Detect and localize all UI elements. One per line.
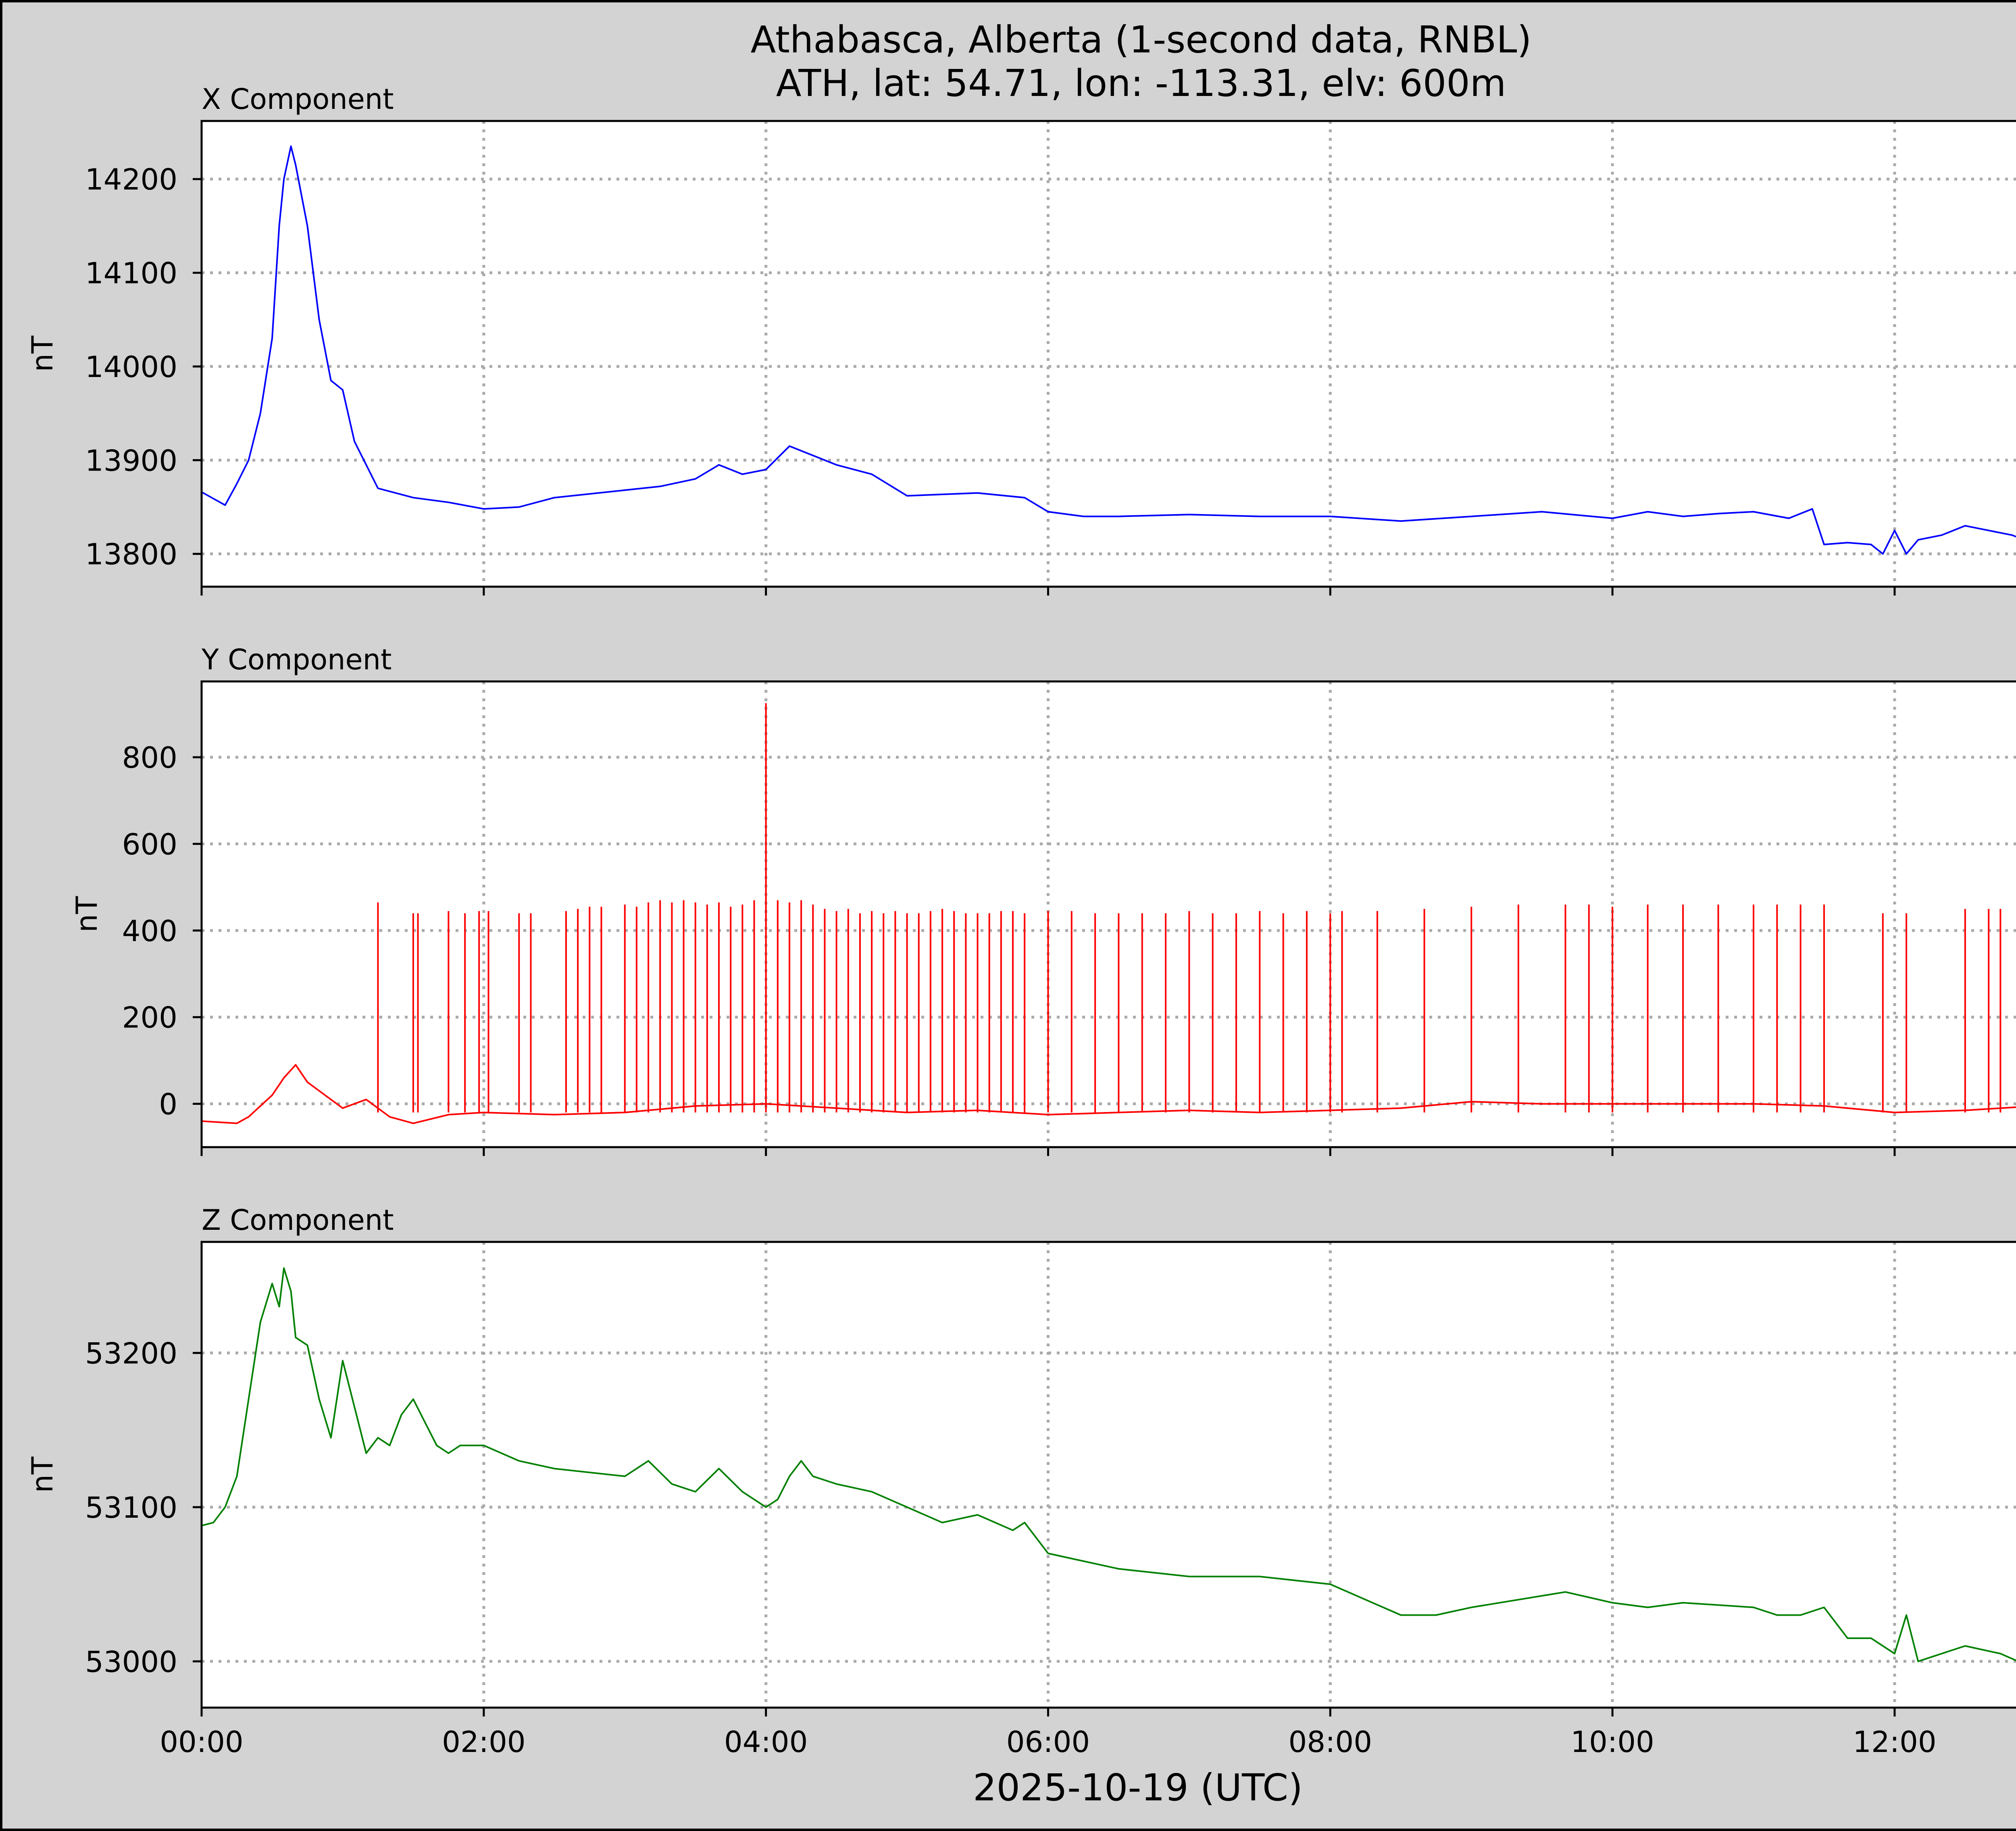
x-component-series-line xyxy=(201,145,2016,555)
x-tick-label: 00:00 xyxy=(160,1725,244,1759)
y-component-ytick-label: 800 xyxy=(122,741,177,775)
y-component-ytick-label: 400 xyxy=(122,914,177,948)
z-component-ytick-label: 53000 xyxy=(85,1645,177,1679)
z-component-panel: 53000 53100 53200 Z Component nT 00:00 02:00 04… xyxy=(25,1204,2016,1759)
figure-subtitle: ATH, lat: 54.71, lon: -113.31, elv: 600m xyxy=(776,62,1506,105)
y-component-plot-area xyxy=(202,681,2016,1147)
x-component-plot-area xyxy=(202,121,2016,587)
z-component-frame xyxy=(200,1241,2016,1709)
x-component-ylabel: nT xyxy=(25,335,59,372)
y-component-ytick-label: 200 xyxy=(122,1001,177,1035)
x-tick-label: 06:00 xyxy=(1006,1725,1090,1759)
y-component-ytick-label: 0 xyxy=(159,1087,177,1121)
y-component-ytick-label: 600 xyxy=(122,827,177,861)
x-axis-label: 2025-10-19 (UTC) xyxy=(973,1766,1303,1809)
x-component-frame xyxy=(200,120,2016,588)
figure-title: Athabasca, Alberta (1-second data, RNBL) xyxy=(751,18,1532,61)
x-tick-label: 12:00 xyxy=(1853,1725,1937,1759)
y-component-panel: 0 200 400 600 800 Y Component nT xyxy=(70,643,2016,1156)
x-tick-label: 02:00 xyxy=(442,1725,526,1759)
x-tick-label: 04:00 xyxy=(724,1725,808,1759)
z-component-ytick-label: 53200 xyxy=(85,1336,177,1370)
y-component-ylabel: nT xyxy=(70,896,104,933)
y-component-frame xyxy=(200,680,2016,1148)
x-tick-label: 08:00 xyxy=(1289,1725,1372,1759)
x-component-ytick-label: 14000 xyxy=(85,350,177,384)
x-tick-label: 10:00 xyxy=(1570,1725,1654,1759)
x-component-ytick-label: 14100 xyxy=(85,256,177,290)
z-component-title: Z Component xyxy=(202,1204,394,1237)
x-component-ytick-label: 13900 xyxy=(85,444,177,477)
z-component-plot-area xyxy=(202,1242,2016,1708)
x-component-ytick-label: 13800 xyxy=(85,537,177,571)
z-component-ylabel: nT xyxy=(25,1456,59,1493)
x-component-ytick-label: 14200 xyxy=(85,162,177,196)
x-component-title: X Component xyxy=(202,83,394,116)
z-component-series-line xyxy=(201,1267,2016,1662)
y-component-title: Y Component xyxy=(201,643,392,676)
x-component-panel: 13800 13900 14000 14100 14200 X Component nT xyxy=(25,83,2016,596)
z-component-ytick-label: 53100 xyxy=(85,1491,177,1525)
